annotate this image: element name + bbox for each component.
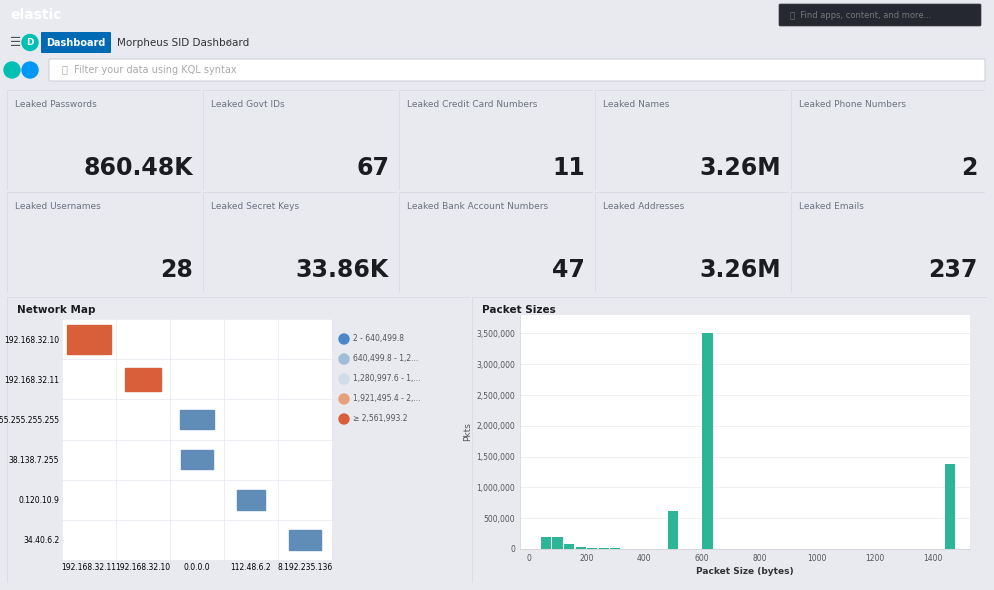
Bar: [598, 548, 608, 549]
Text: Leaked Bank Account Numbers: Leaked Bank Account Numbers: [407, 202, 548, 211]
Text: 2: 2: [960, 156, 977, 180]
Bar: [237, 490, 265, 510]
Text: 860.48K: 860.48K: [83, 156, 193, 180]
Text: 28: 28: [160, 258, 193, 282]
Text: elastic: elastic: [10, 8, 62, 22]
Bar: [576, 547, 585, 549]
Text: Leaked Credit Card Numbers: Leaked Credit Card Numbers: [407, 100, 538, 109]
X-axis label: Packet Size (bytes): Packet Size (bytes): [696, 567, 794, 576]
Circle shape: [339, 334, 349, 344]
Bar: [541, 537, 551, 549]
Text: 11: 11: [553, 156, 585, 180]
Circle shape: [22, 62, 38, 78]
FancyBboxPatch shape: [49, 59, 985, 81]
Y-axis label: Pkts: Pkts: [463, 422, 472, 441]
Text: 33.86K: 33.86K: [296, 258, 389, 282]
Bar: [587, 548, 597, 549]
Bar: [124, 368, 161, 391]
Text: 3.26M: 3.26M: [700, 156, 781, 180]
Circle shape: [22, 34, 38, 51]
Text: 640,499.8 - 1,2...: 640,499.8 - 1,2...: [353, 355, 418, 363]
Circle shape: [339, 374, 349, 384]
Text: Leaked Emails: Leaked Emails: [799, 202, 864, 211]
Text: Packet Sizes: Packet Sizes: [482, 305, 556, 315]
Text: Leaked Usernames: Leaked Usernames: [15, 202, 100, 211]
Text: Leaked Names: Leaked Names: [603, 100, 669, 109]
Bar: [703, 333, 713, 549]
Text: Leaked Govt IDs: Leaked Govt IDs: [211, 100, 284, 109]
Text: 1,921,495.4 - 2,...: 1,921,495.4 - 2,...: [353, 395, 420, 404]
Text: ≥ 2,561,993.2: ≥ 2,561,993.2: [353, 415, 408, 424]
Bar: [553, 537, 563, 549]
Bar: [67, 324, 111, 353]
Bar: [668, 511, 678, 549]
Text: Leaked Addresses: Leaked Addresses: [603, 202, 684, 211]
FancyBboxPatch shape: [779, 4, 981, 26]
Bar: [944, 464, 955, 549]
Bar: [289, 530, 321, 550]
Text: 🔍  Filter your data using KQL syntax: 🔍 Filter your data using KQL syntax: [62, 65, 237, 75]
Text: ✓: ✓: [225, 38, 234, 48]
FancyBboxPatch shape: [41, 32, 111, 53]
Text: D: D: [26, 38, 34, 47]
Circle shape: [339, 394, 349, 404]
Bar: [610, 548, 620, 549]
Bar: [180, 410, 214, 429]
Text: Leaked Phone Numbers: Leaked Phone Numbers: [799, 100, 906, 109]
Circle shape: [339, 354, 349, 364]
Text: Network Map: Network Map: [17, 305, 95, 315]
Text: 1,280,997.6 - 1,...: 1,280,997.6 - 1,...: [353, 375, 420, 384]
Bar: [181, 450, 213, 469]
Text: 67: 67: [356, 156, 389, 180]
Circle shape: [339, 414, 349, 424]
Text: 47: 47: [552, 258, 585, 282]
Text: Morpheus SID Dashboard: Morpheus SID Dashboard: [117, 38, 249, 48]
Text: 🔍  Find apps, content, and more...: 🔍 Find apps, content, and more...: [790, 11, 931, 19]
Bar: [564, 544, 575, 549]
Text: 2 - 640,499.8: 2 - 640,499.8: [353, 335, 404, 343]
Text: Leaked Passwords: Leaked Passwords: [15, 100, 96, 109]
Text: 3.26M: 3.26M: [700, 258, 781, 282]
Text: 237: 237: [927, 258, 977, 282]
Text: ☰: ☰: [10, 36, 21, 49]
Text: Dashboard: Dashboard: [47, 38, 105, 48]
Circle shape: [4, 62, 20, 78]
Text: Leaked Secret Keys: Leaked Secret Keys: [211, 202, 299, 211]
